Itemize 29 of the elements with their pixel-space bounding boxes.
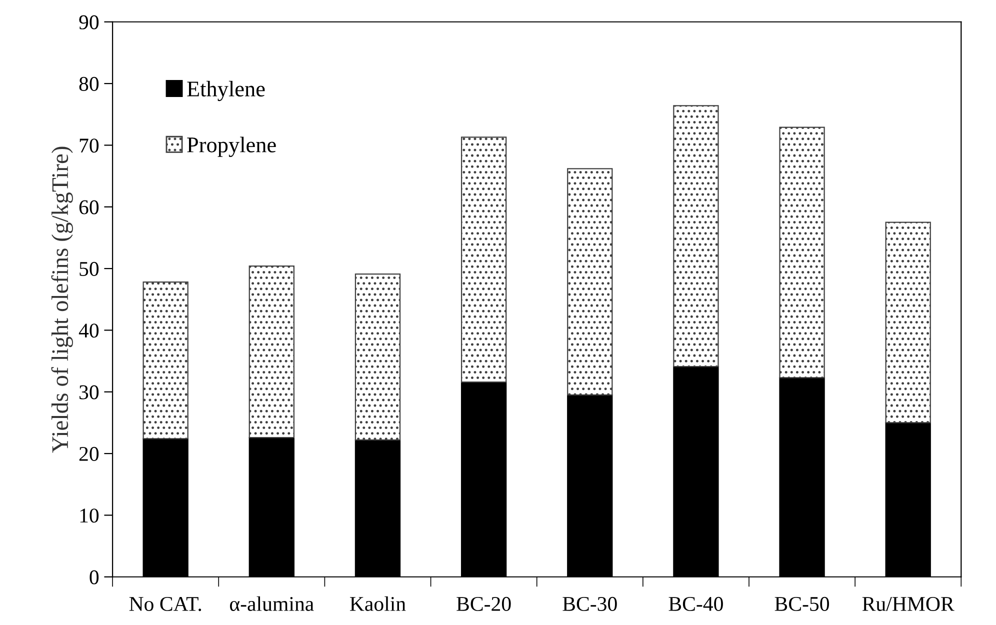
bar [142,282,188,440]
x-tick-label: BC-40 [668,596,723,611]
x-tick-label: No CAT. [129,596,202,612]
y-tick-label: 40 [78,324,99,338]
bar [567,168,613,396]
y-tick-label: 0 [90,570,99,584]
y-tick-label: 10 [80,508,99,523]
x-tick-label: Kaolin [350,596,406,611]
x-tick-label: BC-30 [562,596,617,611]
y-tick-label: 90 [79,15,99,30]
x-tick-label: BC-20 [456,596,511,611]
x-tick-label: Ru/HMOR [862,596,954,611]
x-tick-label: α-alumina [230,596,314,611]
y-tick-label: 30 [80,385,99,400]
legend-label: Ethylene [187,80,265,102]
legend-label: Propylene [187,136,276,157]
y-tick-label: 80 [79,76,99,91]
y-axis-title: Yields of light olefins (g/kgTire) [51,146,73,453]
bar [779,126,825,378]
bar [673,105,719,368]
y-tick-label: 70 [80,138,99,153]
y-tick-label: 60 [79,200,99,214]
bar [354,274,401,441]
x-tick-label: BC-50 [774,596,830,611]
y-tick-label: 50 [80,262,99,276]
bar [460,136,507,383]
bar [885,222,931,424]
y-tick-label: 20 [79,446,99,461]
bar [248,266,294,438]
